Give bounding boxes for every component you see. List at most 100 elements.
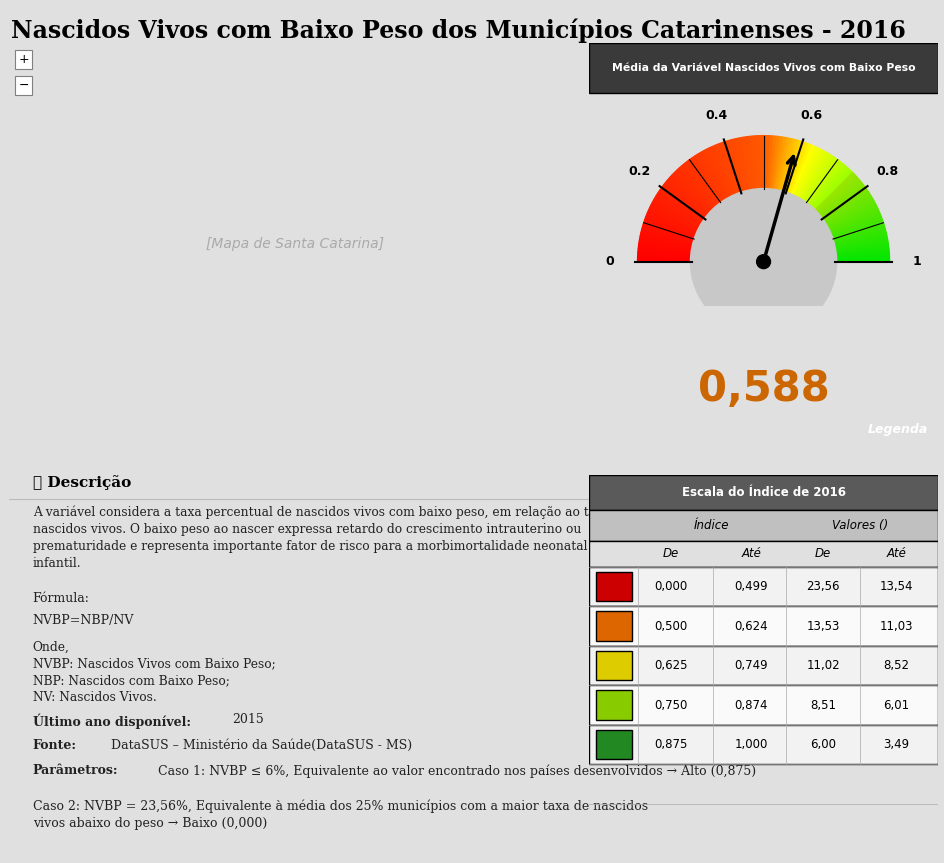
FancyBboxPatch shape <box>595 690 632 720</box>
Wedge shape <box>829 207 878 232</box>
Wedge shape <box>648 207 697 232</box>
Text: De: De <box>814 547 830 560</box>
Text: 0,749: 0,749 <box>733 659 767 672</box>
Wedge shape <box>697 153 726 199</box>
Wedge shape <box>830 211 879 234</box>
FancyBboxPatch shape <box>595 611 632 640</box>
Wedge shape <box>736 138 750 190</box>
Text: 2015: 2015 <box>231 713 263 726</box>
Wedge shape <box>807 161 842 205</box>
Wedge shape <box>812 168 850 209</box>
Wedge shape <box>778 138 792 191</box>
Wedge shape <box>784 141 801 192</box>
Text: 8,51: 8,51 <box>809 698 835 712</box>
Wedge shape <box>724 141 742 192</box>
Wedge shape <box>637 249 690 256</box>
Wedge shape <box>756 135 761 189</box>
Wedge shape <box>810 166 847 207</box>
Wedge shape <box>834 242 887 252</box>
Wedge shape <box>819 182 863 217</box>
Wedge shape <box>643 219 694 239</box>
Wedge shape <box>804 158 836 203</box>
Wedge shape <box>805 160 839 204</box>
Wedge shape <box>712 145 734 195</box>
FancyBboxPatch shape <box>588 606 937 646</box>
Wedge shape <box>637 258 690 261</box>
Wedge shape <box>785 142 805 192</box>
Wedge shape <box>753 135 759 189</box>
Wedge shape <box>654 196 700 225</box>
Wedge shape <box>644 217 695 237</box>
Text: Último ano disponível:: Último ano disponível: <box>32 713 191 728</box>
Wedge shape <box>646 213 696 236</box>
Wedge shape <box>809 164 845 206</box>
Wedge shape <box>669 175 710 213</box>
Text: Escala do Índice de 2016: Escala do Índice de 2016 <box>681 486 845 499</box>
Wedge shape <box>789 144 811 194</box>
Text: Índice: Índice <box>693 520 728 532</box>
Wedge shape <box>700 151 728 198</box>
Text: 0,750: 0,750 <box>653 698 687 712</box>
Wedge shape <box>743 136 753 190</box>
Wedge shape <box>665 180 707 216</box>
Wedge shape <box>730 139 746 191</box>
Wedge shape <box>815 173 854 211</box>
Text: 11,03: 11,03 <box>879 620 912 633</box>
Wedge shape <box>642 223 693 241</box>
Wedge shape <box>661 185 705 218</box>
Text: Valores (): Valores () <box>831 520 887 532</box>
Text: De: De <box>662 547 679 560</box>
FancyBboxPatch shape <box>595 651 632 680</box>
Wedge shape <box>828 205 876 230</box>
Wedge shape <box>647 211 696 234</box>
Wedge shape <box>816 175 856 213</box>
Text: Caso 1: NVBP ≤ 6%, Equivalente ao valor encontrado nos países desenvolvidos → Al: Caso 1: NVBP ≤ 6%, Equivalente ao valor … <box>158 764 755 778</box>
Wedge shape <box>832 219 883 239</box>
FancyBboxPatch shape <box>588 685 937 725</box>
Text: 0,588: 0,588 <box>697 369 829 410</box>
Text: 0.4: 0.4 <box>704 109 727 122</box>
Text: 3,49: 3,49 <box>883 738 908 751</box>
Text: 0.2: 0.2 <box>628 165 649 178</box>
Text: 1: 1 <box>912 255 920 268</box>
FancyBboxPatch shape <box>588 646 937 685</box>
Wedge shape <box>638 239 691 250</box>
Wedge shape <box>826 198 873 227</box>
Text: Até: Até <box>885 547 905 560</box>
Circle shape <box>756 255 769 268</box>
Text: 0,874: 0,874 <box>733 698 767 712</box>
Wedge shape <box>823 191 868 222</box>
Wedge shape <box>835 245 888 254</box>
Wedge shape <box>834 232 885 247</box>
Text: Onde,
NVBP: Nascidos Vivos com Baixo Peso;
NBP: Nascidos com Baixo Peso;
NV: Nas: Onde, NVBP: Nascidos Vivos com Baixo Pes… <box>32 640 275 704</box>
Text: Legenda: Legenda <box>867 424 927 437</box>
FancyBboxPatch shape <box>588 567 937 606</box>
Wedge shape <box>747 136 755 189</box>
Wedge shape <box>637 255 690 260</box>
Text: 0,624: 0,624 <box>733 620 767 633</box>
Wedge shape <box>835 258 888 261</box>
Text: [Mapa de Santa Catarina]: [Mapa de Santa Catarina] <box>206 236 384 251</box>
Wedge shape <box>834 236 886 249</box>
Text: 6,01: 6,01 <box>883 698 908 712</box>
Wedge shape <box>834 229 885 244</box>
Wedge shape <box>782 140 799 192</box>
Wedge shape <box>802 156 834 201</box>
Wedge shape <box>694 154 725 200</box>
Wedge shape <box>709 147 733 196</box>
Wedge shape <box>835 255 888 260</box>
Wedge shape <box>770 136 779 189</box>
Wedge shape <box>817 178 858 214</box>
FancyBboxPatch shape <box>588 541 937 567</box>
Text: Média da Variável Nascidos Vivos com Baixo Peso: Média da Variável Nascidos Vivos com Bai… <box>611 64 915 73</box>
Wedge shape <box>765 135 769 189</box>
Wedge shape <box>800 153 829 199</box>
Text: 0.8: 0.8 <box>876 165 898 178</box>
Wedge shape <box>830 213 880 236</box>
Wedge shape <box>835 249 888 256</box>
Text: −: − <box>19 79 29 92</box>
Wedge shape <box>834 239 887 250</box>
Wedge shape <box>727 140 744 192</box>
Wedge shape <box>676 168 714 209</box>
Circle shape <box>690 189 835 335</box>
